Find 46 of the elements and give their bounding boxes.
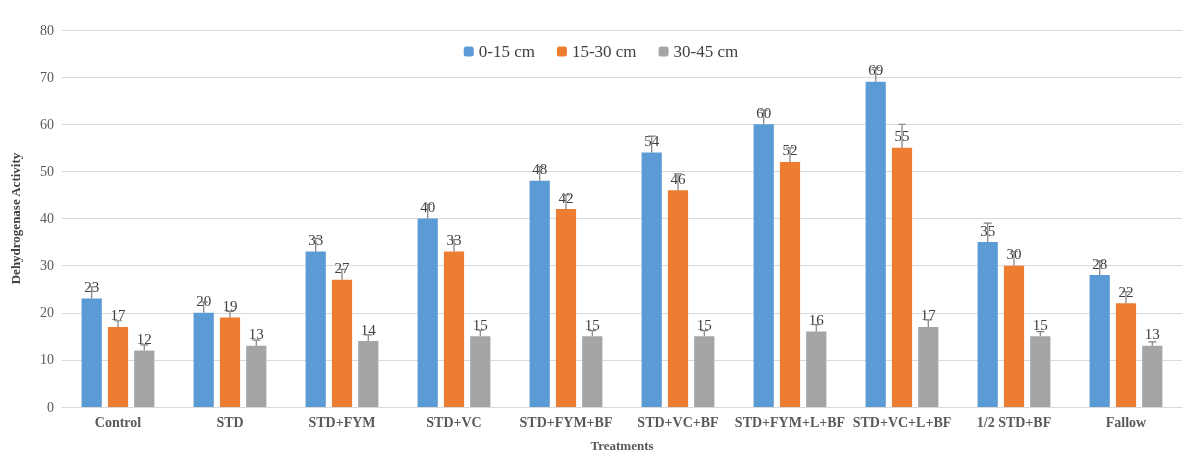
y-tick-label: 80 [40, 22, 54, 38]
data-label: 15 [584, 316, 600, 333]
data-label: 17 [110, 307, 126, 324]
y-tick-label: 20 [40, 305, 54, 321]
data-label: 46 [670, 170, 686, 187]
y-tick-label: 30 [40, 258, 54, 274]
x-tick-label: STD [216, 414, 244, 430]
data-label: 19 [222, 297, 238, 314]
data-label: 33 [308, 231, 324, 248]
x-tick-label: STD+FYM+BF [519, 414, 613, 430]
data-label: 13 [1144, 326, 1160, 343]
data-label: 60 [756, 104, 772, 121]
y-tick-label: 40 [40, 211, 54, 226]
data-label: 28 [1092, 255, 1108, 272]
data-label: 23 [84, 279, 100, 296]
y-tick-label: 70 [40, 69, 54, 85]
data-label: 14 [360, 321, 377, 338]
x-tick-label: STD+VC+L+BF [852, 414, 952, 430]
x-tick-label: STD+FYM+L+BF [734, 414, 846, 430]
data-label: 17 [920, 307, 937, 324]
y-tick-label: 0 [47, 399, 54, 415]
data-label: 52 [782, 142, 798, 159]
x-axis-title: Treatments [590, 438, 654, 453]
x-tick-label: Control [94, 414, 142, 430]
x-tick-label: STD+VC+BF [637, 414, 719, 430]
data-label: 15 [472, 316, 488, 333]
data-label: 15 [1032, 316, 1048, 333]
x-tick-label: Fallow [1105, 414, 1148, 430]
x-tick-label: STD+FYM [308, 414, 376, 430]
data-label: 22 [1118, 283, 1134, 300]
x-tick-label: STD+VC [426, 414, 482, 430]
data-label: 30 [1006, 246, 1022, 263]
y-axis-title: Dehydrogenase Activity [8, 152, 23, 285]
x-tick-label: 1/2 STD+BF [976, 414, 1052, 430]
data-label: 12 [136, 330, 152, 347]
data-label: 15 [696, 316, 712, 333]
data-label: 55 [894, 128, 910, 145]
legend-label: 15-30 cm [571, 42, 637, 61]
y-tick-label: 60 [40, 116, 54, 132]
y-tick-label: 10 [40, 352, 54, 368]
data-label: 13 [248, 326, 264, 343]
legend-label: 30-45 cm [673, 42, 739, 61]
legend-label: 0-15 cm [478, 42, 535, 61]
data-label: 20 [196, 293, 212, 310]
data-label: 42 [558, 189, 574, 206]
y-tick-label: 50 [40, 163, 54, 179]
